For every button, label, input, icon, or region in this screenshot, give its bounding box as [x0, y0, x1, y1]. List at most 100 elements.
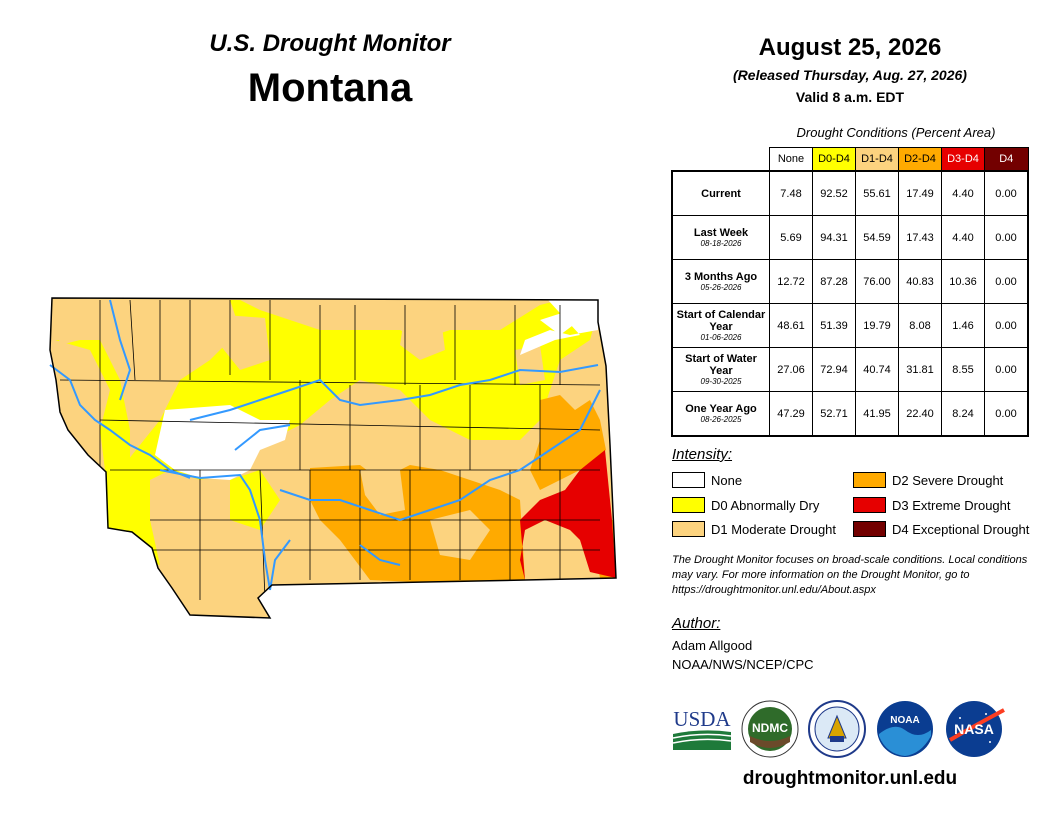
- doc-seal-logo: [808, 700, 866, 758]
- valid-time: Valid 8 a.m. EDT: [795, 89, 905, 105]
- col-header-none: None: [769, 147, 813, 172]
- row-date: 08-26-2025: [700, 414, 742, 424]
- table-row: Start of Water Year 09-30-2025 27.06 72.94 4…: [671, 347, 1029, 392]
- nasa-logo-text: NASA: [954, 721, 994, 737]
- table-cell: 4.40: [941, 215, 985, 260]
- legend-swatch-d1: [672, 521, 705, 537]
- legend-label-d0: D0 Abnormally Dry: [711, 497, 820, 513]
- legend-swatch-none: [672, 472, 705, 488]
- table-row: Start of Calendar Year 01-06-2026 48.61 51.…: [671, 303, 1029, 348]
- table-cell: 17.49: [898, 170, 942, 216]
- d0-region-west: [55, 340, 130, 540]
- noaa-logo-text: NOAA: [890, 715, 919, 726]
- table-cell: 76.00: [855, 259, 899, 304]
- col-header-d3: D3-D4: [941, 147, 985, 172]
- none-region-northeast: [520, 300, 598, 355]
- ndmc-logo: NDMC: [741, 700, 799, 758]
- usda-logo-text: USDA: [673, 707, 731, 731]
- table-cell: 8.08: [898, 303, 942, 348]
- legend-d2: D2 Severe Drought: [853, 471, 1003, 489]
- map-date: August 25, 2026: [758, 34, 942, 61]
- table-cell: 40.74: [855, 347, 899, 392]
- table-cell: 1.46: [941, 303, 985, 348]
- site-url[interactable]: droughtmonitor.unl.edu: [742, 768, 958, 789]
- legend-d4: D4 Exceptional Drought: [853, 520, 1029, 538]
- disclaimer-note: The Drought Monitor focuses on broad-sca…: [672, 554, 1028, 596]
- legend-d3: D3 Extreme Drought: [853, 496, 1011, 514]
- row-date: 05-26-2026: [700, 282, 742, 292]
- legend-label-d2: D2 Severe Drought: [892, 472, 1004, 488]
- table-cell: 48.61: [769, 303, 813, 348]
- d1-patch-south: [360, 470, 405, 515]
- title-line1: U.S. Drought Monitor: [209, 30, 451, 57]
- col-header-d0: D0-D4: [812, 147, 856, 172]
- nasa-logo: NASA: [946, 701, 1005, 757]
- table-cell: 10.36: [941, 259, 985, 304]
- legend-swatch-d3: [853, 497, 886, 513]
- table-cell: 0.00: [984, 215, 1029, 260]
- legend-label-none: None: [711, 472, 743, 488]
- table-cell: 22.40: [898, 391, 942, 437]
- d1-patch-west: [52, 300, 80, 345]
- legend-title: Intensity:: [672, 446, 733, 463]
- state-title: Montana: [247, 66, 413, 110]
- table-cell: 4.40: [941, 170, 985, 216]
- row-label-text: Last Week: [693, 226, 749, 239]
- table-cell: 51.39: [812, 303, 856, 348]
- legend-swatch-d2: [853, 472, 886, 488]
- author-org: NOAA/NWS/NCEP/CPC: [672, 657, 814, 672]
- d1-patch-northcentral: [400, 310, 445, 360]
- table-cell: 8.55: [941, 347, 985, 392]
- table-cell: 55.61: [855, 170, 899, 216]
- row-label: One Year Ago 08-26-2025: [671, 391, 770, 437]
- table-cell: 92.52: [812, 170, 856, 216]
- table-cell: 0.00: [984, 259, 1029, 304]
- table-cell: 19.79: [855, 303, 899, 348]
- table-corner: [672, 148, 770, 172]
- legend-d0: D0 Abnormally Dry: [672, 496, 819, 514]
- row-label: Start of Water Year 09-30-2025: [671, 347, 770, 392]
- drought-stats-table: None D0-D4 D1-D4 D2-D4 D3-D4 D4 Current 7…: [671, 147, 1029, 437]
- row-label-text: One Year Ago: [685, 402, 757, 415]
- table-cell: 0.00: [984, 347, 1029, 392]
- table-cell: 54.59: [855, 215, 899, 260]
- table-cell: 17.43: [898, 215, 942, 260]
- drought-map: [49, 297, 617, 619]
- usda-logo: USDA: [672, 707, 731, 750]
- d0-region-northwest: [70, 300, 598, 565]
- row-label: Last Week 08-18-2026: [671, 215, 770, 260]
- ndmc-logo-text: NDMC: [752, 721, 788, 735]
- table-cell: 8.24: [941, 391, 985, 437]
- row-label: Current: [671, 170, 770, 216]
- table-cell: 87.28: [812, 259, 856, 304]
- col-header-d1: D1-D4: [855, 147, 899, 172]
- legend-swatch-d4: [853, 521, 886, 537]
- d1-patch-north: [220, 315, 270, 370]
- noaa-logo: NOAA: [877, 701, 933, 757]
- col-header-d2: D2-D4: [898, 147, 942, 172]
- legend-none: None: [672, 471, 742, 489]
- d0-region-central: [230, 470, 280, 530]
- table-caption: Drought Conditions (Percent Area): [796, 125, 996, 140]
- table-cell: 52.71: [812, 391, 856, 437]
- table-cell: 27.06: [769, 347, 813, 392]
- table-cell: 0.00: [984, 391, 1029, 437]
- author-title: Author:: [672, 615, 721, 632]
- row-date: 08-18-2026: [700, 238, 742, 248]
- col-header-d4: D4: [984, 147, 1029, 172]
- row-label-text: Start of Water Year: [685, 352, 757, 377]
- legend-d1: D1 Moderate Drought: [672, 520, 836, 538]
- row-date: 01-06-2026: [700, 332, 742, 342]
- row-label-text: Start of Calendar Year: [676, 308, 766, 333]
- d3-region-southeast: [520, 450, 616, 580]
- table-cell: 41.95: [855, 391, 899, 437]
- rivers: [49, 299, 601, 591]
- table-cell: 0.00: [984, 170, 1029, 216]
- d1-patch-northeast: [515, 345, 545, 385]
- table-cell: 12.72: [769, 259, 813, 304]
- legend-label-d1: D1 Moderate Drought: [711, 521, 837, 537]
- table-cell: 47.29: [769, 391, 813, 437]
- row-date: 09-30-2025: [700, 376, 742, 386]
- table-cell: 94.31: [812, 215, 856, 260]
- release-date: (Released Thursday, Aug. 27, 2026): [733, 67, 967, 83]
